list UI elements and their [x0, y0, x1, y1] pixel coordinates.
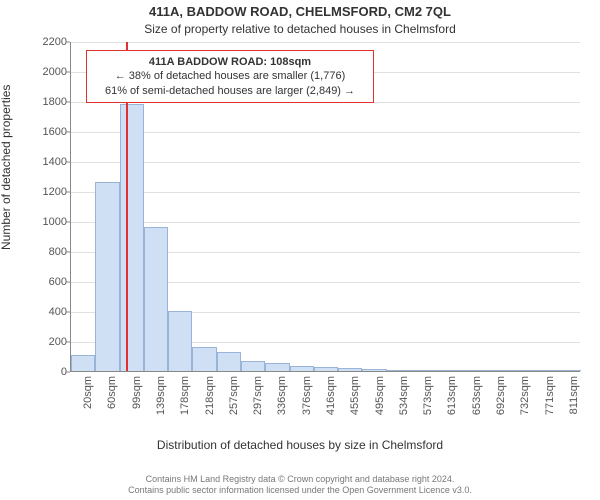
footer-line1: Contains HM Land Registry data © Crown c…: [0, 474, 600, 485]
chart-title-sub: Size of property relative to detached ho…: [0, 22, 600, 36]
y-tick-label: 2000: [43, 66, 67, 78]
x-tick-label: 178sqm: [179, 376, 191, 415]
histogram-bar: [71, 355, 95, 372]
histogram-bar: [532, 370, 556, 371]
y-tick-mark: [66, 252, 70, 253]
histogram-bar: [460, 370, 484, 371]
histogram-bar: [411, 370, 435, 371]
histogram-bar: [192, 347, 216, 371]
y-tick-label: 2200: [43, 36, 67, 48]
y-tick-mark: [66, 312, 70, 313]
x-tick-label: 218sqm: [204, 376, 216, 415]
x-tick-label: 771sqm: [544, 376, 556, 415]
x-tick-label: 732sqm: [519, 376, 531, 415]
y-tick-mark: [66, 192, 70, 193]
x-tick-label: 495sqm: [374, 376, 386, 415]
chart-title-main: 411A, BADDOW ROAD, CHELMSFORD, CM2 7QL: [0, 4, 600, 19]
y-tick-label: 1800: [43, 96, 67, 108]
histogram-bar: [168, 311, 192, 371]
x-tick-label: 811sqm: [568, 376, 580, 414]
histogram-bar: [435, 370, 459, 371]
x-tick-label: 534sqm: [398, 376, 410, 415]
x-tick-label: 60sqm: [106, 376, 118, 409]
y-tick-label: 1400: [43, 156, 67, 168]
info-box: 411A BADDOW ROAD: 108sqm ← 38% of detach…: [86, 50, 374, 103]
histogram-bar: [120, 104, 144, 371]
histogram-bar: [290, 366, 314, 371]
x-tick-label: 139sqm: [155, 376, 167, 415]
x-tick-label: 20sqm: [82, 376, 94, 409]
y-tick-label: 400: [49, 306, 67, 318]
x-tick-label: 297sqm: [252, 376, 264, 415]
x-tick-label: 573sqm: [422, 376, 434, 415]
y-tick-mark: [66, 222, 70, 223]
grid-line: [71, 42, 580, 43]
histogram-bar: [144, 227, 168, 371]
x-tick-label: 336sqm: [276, 376, 288, 415]
histogram-bar: [557, 370, 581, 371]
grid-line: [71, 132, 580, 133]
footer: Contains HM Land Registry data © Crown c…: [0, 474, 600, 497]
y-tick-mark: [66, 282, 70, 283]
info-box-line2: ← 38% of detached houses are smaller (1,…: [95, 69, 365, 83]
y-tick-label: 200: [49, 336, 67, 348]
grid-line: [71, 222, 580, 223]
y-tick-mark: [66, 102, 70, 103]
x-axis-label: Distribution of detached houses by size …: [0, 438, 600, 452]
footer-line2: Contains public sector information licen…: [0, 485, 600, 496]
y-tick-label: 1600: [43, 126, 67, 138]
x-tick-label: 99sqm: [131, 376, 143, 409]
info-box-line1: 411A BADDOW ROAD: 108sqm: [95, 55, 365, 69]
histogram-bar: [508, 370, 532, 371]
grid-line: [71, 162, 580, 163]
histogram-bar: [338, 368, 362, 371]
y-tick-mark: [66, 42, 70, 43]
histogram-bar: [217, 352, 241, 372]
y-axis-label: Number of detached properties: [0, 85, 13, 250]
y-tick-mark: [66, 132, 70, 133]
histogram-bar: [265, 363, 289, 371]
histogram-bar: [314, 367, 338, 371]
histogram-bar: [241, 361, 265, 372]
y-tick-mark: [66, 162, 70, 163]
y-tick-mark: [66, 72, 70, 73]
y-tick-mark: [66, 372, 70, 373]
x-tick-label: 455sqm: [349, 376, 361, 415]
y-tick-mark: [66, 342, 70, 343]
x-tick-label: 653sqm: [471, 376, 483, 415]
y-tick-label: 600: [49, 276, 67, 288]
histogram-bar: [95, 182, 119, 371]
x-tick-label: 257sqm: [228, 376, 240, 415]
grid-line: [71, 192, 580, 193]
chart-container: 411A, BADDOW ROAD, CHELMSFORD, CM2 7QL S…: [0, 0, 600, 500]
y-tick-label: 1200: [43, 186, 67, 198]
histogram-bar: [387, 370, 411, 372]
x-tick-label: 416sqm: [325, 376, 337, 415]
histogram-bar: [362, 369, 386, 371]
y-tick-label: 800: [49, 246, 67, 258]
histogram-bar: [484, 370, 508, 371]
y-tick-label: 1000: [43, 216, 67, 228]
x-tick-label: 376sqm: [301, 376, 313, 415]
x-tick-label: 692sqm: [495, 376, 507, 415]
x-tick-label: 613sqm: [446, 376, 458, 415]
info-box-line3: 61% of semi-detached houses are larger (…: [95, 84, 365, 98]
